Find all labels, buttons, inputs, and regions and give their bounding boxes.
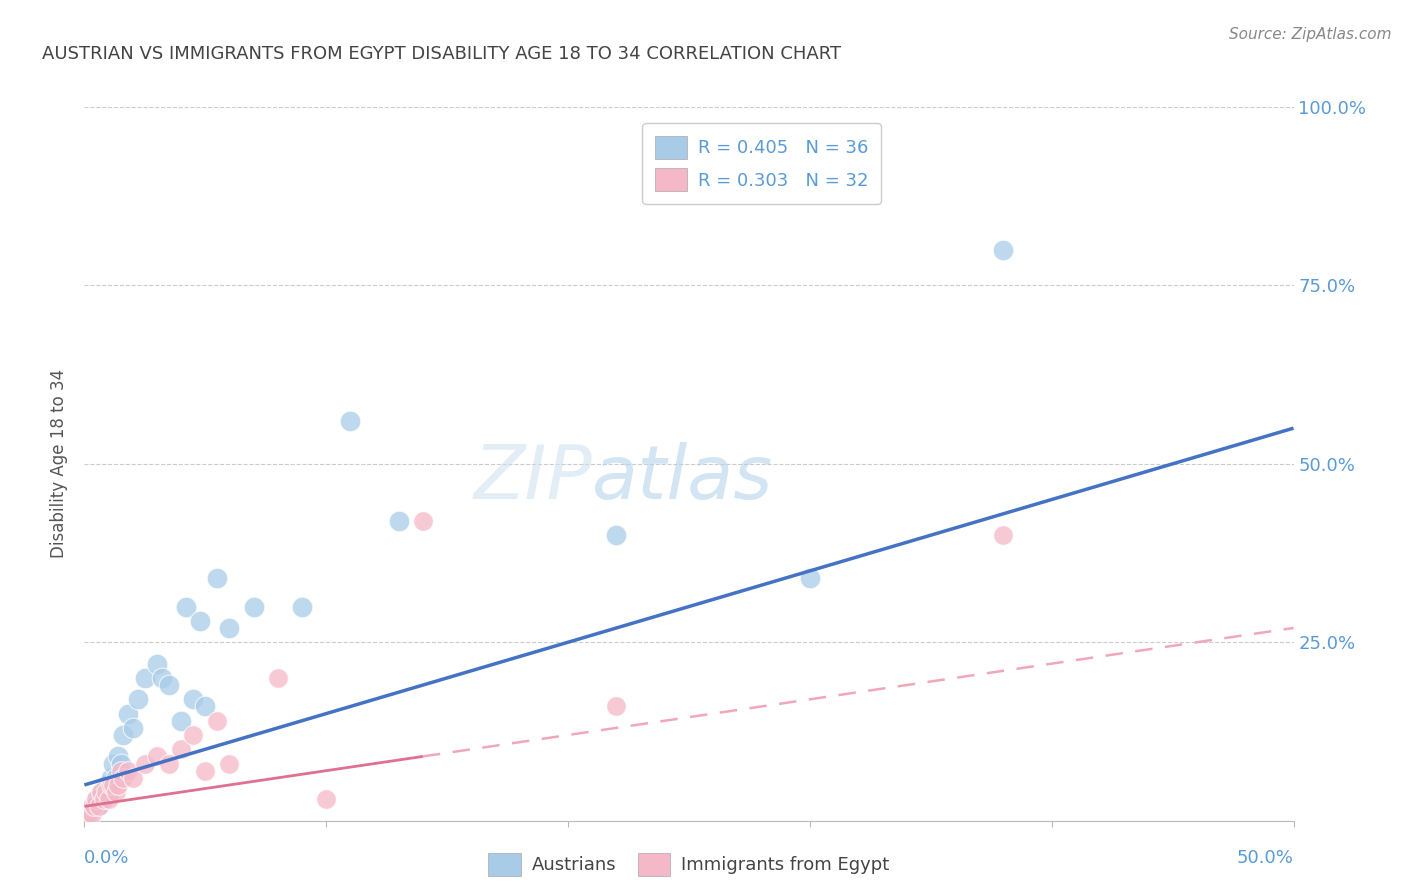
Point — [94, 785, 117, 799]
Point — [993, 528, 1015, 542]
Point — [127, 692, 149, 706]
Point — [339, 414, 361, 428]
Text: 50.0%: 50.0% — [1237, 849, 1294, 867]
Point — [76, 806, 98, 821]
Point — [190, 614, 212, 628]
Point — [90, 785, 112, 799]
Point — [107, 778, 129, 792]
Point — [146, 657, 169, 671]
Point — [94, 778, 117, 792]
Point — [170, 714, 193, 728]
Text: AUSTRIAN VS IMMIGRANTS FROM EGYPT DISABILITY AGE 18 TO 34 CORRELATION CHART: AUSTRIAN VS IMMIGRANTS FROM EGYPT DISABI… — [42, 45, 841, 62]
Point — [93, 792, 115, 806]
Point — [242, 599, 264, 614]
Point — [80, 799, 103, 814]
Legend: Austrians, Immigrants from Egypt: Austrians, Immigrants from Egypt — [481, 846, 897, 883]
Point — [207, 571, 229, 585]
Point — [110, 764, 132, 778]
Point — [150, 671, 173, 685]
Point — [388, 514, 411, 528]
Point — [90, 785, 112, 799]
Point — [100, 778, 122, 792]
Point — [134, 756, 156, 771]
Point — [77, 806, 100, 821]
Point — [86, 792, 108, 806]
Point — [97, 785, 120, 799]
Point — [174, 599, 197, 614]
Point — [181, 692, 204, 706]
Point — [146, 749, 169, 764]
Point — [194, 699, 217, 714]
Point — [87, 799, 110, 814]
Point — [104, 771, 127, 785]
Point — [181, 728, 204, 742]
Point — [605, 699, 627, 714]
Point — [799, 571, 821, 585]
Point — [605, 528, 627, 542]
Point — [83, 799, 105, 814]
Point — [103, 778, 125, 792]
Point — [83, 799, 105, 814]
Point — [218, 621, 240, 635]
Point — [157, 756, 180, 771]
Point — [117, 764, 139, 778]
Point — [170, 742, 193, 756]
Point — [112, 771, 135, 785]
Point — [121, 771, 143, 785]
Point — [107, 749, 129, 764]
Point — [104, 785, 127, 799]
Point — [993, 243, 1015, 257]
Point — [110, 756, 132, 771]
Point — [291, 599, 314, 614]
Point — [412, 514, 434, 528]
Point — [103, 756, 125, 771]
Point — [97, 792, 120, 806]
Point — [157, 678, 180, 692]
Point — [121, 721, 143, 735]
Point — [207, 714, 229, 728]
Point — [194, 764, 217, 778]
Point — [93, 792, 115, 806]
Point — [100, 771, 122, 785]
Point — [117, 706, 139, 721]
Point — [87, 799, 110, 814]
Point — [86, 792, 108, 806]
Point — [134, 671, 156, 685]
Text: ZIP: ZIP — [474, 442, 592, 514]
Text: atlas: atlas — [592, 442, 773, 514]
Text: Source: ZipAtlas.com: Source: ZipAtlas.com — [1229, 27, 1392, 42]
Y-axis label: Disability Age 18 to 34: Disability Age 18 to 34 — [51, 369, 69, 558]
Point — [315, 792, 337, 806]
Point — [218, 756, 240, 771]
Point — [112, 728, 135, 742]
Point — [77, 806, 100, 821]
Point — [267, 671, 290, 685]
Text: 0.0%: 0.0% — [84, 849, 129, 867]
Point — [80, 799, 103, 814]
Point — [80, 806, 103, 821]
